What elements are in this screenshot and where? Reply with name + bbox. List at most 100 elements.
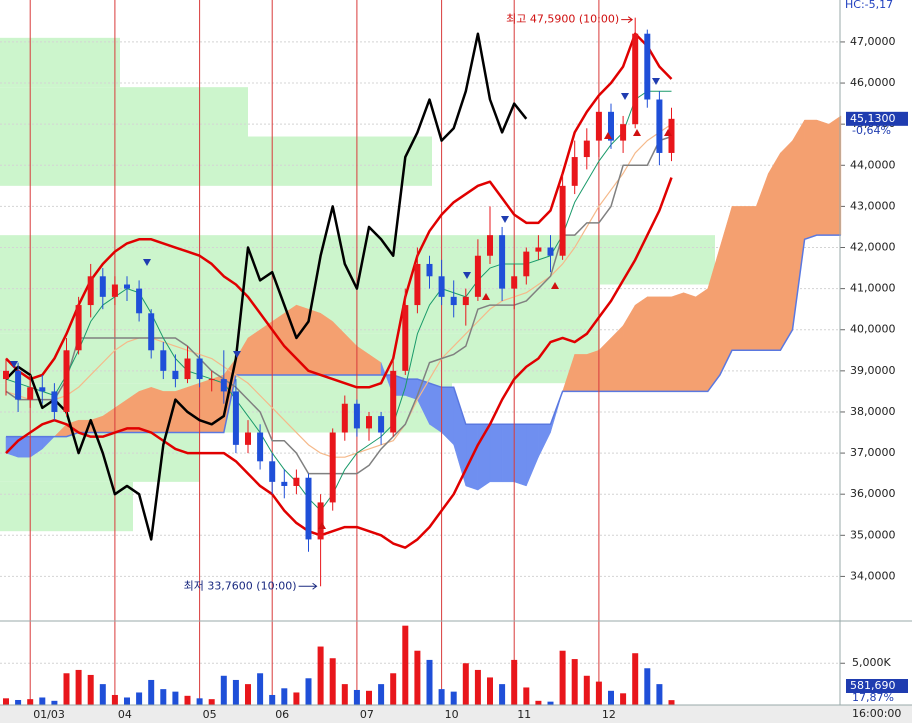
y-tick-label: 44,0000 (850, 158, 896, 171)
candle-body (257, 432, 264, 462)
y-tick-label: 37,0000 (850, 446, 896, 459)
volume-bar (281, 688, 288, 705)
cloud-segment (308, 308, 321, 376)
candle-body (450, 296, 457, 306)
volume-bar (535, 700, 542, 705)
candle-body (99, 276, 106, 297)
x-tick-label: 07 (360, 708, 374, 721)
cloud-segment (586, 349, 600, 392)
volume-bar (172, 691, 179, 705)
y-tick-label: 35,0000 (850, 528, 896, 541)
volume-bar (644, 668, 651, 705)
volume-bar (583, 675, 590, 705)
volume-bar (414, 650, 421, 705)
ichimoku-cloud (5, 115, 842, 491)
month-lines (29, 0, 600, 705)
candle-body (75, 305, 82, 351)
x-tick-label: 04 (118, 708, 132, 721)
labels: HC:-5,17 16:00:00 34,0000 35,0000 36,0000 3… (33, 0, 908, 721)
volume-ratio-label: 17,87% (852, 691, 894, 704)
profile-bar (0, 235, 715, 285)
x-tick-label: 10 (445, 708, 459, 721)
cloud-segment (574, 354, 588, 392)
volume-bar (595, 681, 602, 705)
volume-bar (305, 678, 312, 705)
candle-body (148, 313, 155, 351)
cloud-segment (247, 329, 261, 376)
candle-body (571, 157, 578, 186)
high-annotation: 최고 47,5900 (10:00) (506, 13, 619, 26)
candle-body (353, 403, 360, 429)
cloud-segment (671, 292, 684, 392)
volume-bar (353, 689, 360, 705)
profile-bar (0, 37, 120, 88)
volume-bar (3, 698, 9, 705)
candle-body (474, 255, 481, 297)
y-tick-label: 46,0000 (850, 76, 896, 89)
candle-body (39, 387, 46, 392)
volume-bar (136, 692, 143, 705)
cloud-segment (429, 382, 442, 433)
change-label: -0,64% (852, 124, 891, 137)
volume-bar (39, 697, 46, 705)
moving-average (5, 123, 672, 458)
volume-bars (3, 625, 675, 705)
volume-bar (511, 659, 518, 705)
candle-body (196, 358, 203, 380)
signals (10, 78, 672, 529)
volume-bar (462, 663, 469, 705)
candle-body (124, 284, 130, 289)
lagging-span (5, 32, 528, 541)
volume-bar (317, 646, 324, 705)
volume-tick-label: 5,000K (852, 656, 891, 669)
candle-body (51, 391, 58, 412)
volume-bar (184, 695, 191, 705)
sell-signal (501, 216, 509, 223)
header-label: HC:-5,17 (845, 0, 893, 11)
volume-bar (632, 653, 639, 705)
y-tick-label: 34,0000 (850, 569, 896, 582)
candle-body (632, 33, 639, 125)
candle-body (220, 379, 227, 392)
volume-bar (160, 689, 167, 705)
volume-bar (559, 650, 566, 705)
candle-body (87, 276, 94, 306)
low-annotation: 최저 33,7600 (10:00) (184, 579, 297, 592)
cloud-segment (780, 139, 793, 352)
volume-bar (245, 684, 251, 705)
volume-bar (208, 699, 215, 705)
buy-signal (318, 522, 326, 529)
volume-bar (474, 669, 481, 705)
candle-body (595, 111, 602, 141)
candle-body (3, 370, 9, 380)
candle-body (644, 33, 651, 100)
buy-signal (604, 132, 612, 139)
candle-body (462, 296, 469, 306)
volume-bar (341, 684, 348, 705)
volume-bar (426, 659, 433, 705)
y-tick-label: 43,0000 (850, 199, 896, 212)
candle-body (136, 288, 143, 314)
volume-bar (499, 684, 506, 705)
candle-body (378, 416, 385, 433)
candle-body (402, 305, 409, 371)
volume-bar (196, 698, 203, 705)
y-tick-label: 41,0000 (850, 282, 896, 295)
sell-signal (652, 78, 660, 85)
candle-body (245, 432, 251, 445)
volume-bar (366, 690, 372, 705)
candle-body (341, 403, 348, 433)
cloud-segment (513, 424, 527, 487)
volume-bar (293, 692, 300, 705)
candle-body (305, 477, 312, 540)
candle-body (535, 247, 542, 252)
volume-tag (846, 679, 908, 693)
volume-bar (27, 699, 34, 705)
candle-body (583, 140, 590, 158)
volume-bar (656, 684, 663, 705)
cloud-segment (695, 288, 709, 392)
x-tick-label: 01/03 (33, 708, 65, 721)
volume-bar (668, 700, 675, 705)
volume-bar (450, 691, 457, 705)
volume-bar (15, 699, 22, 705)
